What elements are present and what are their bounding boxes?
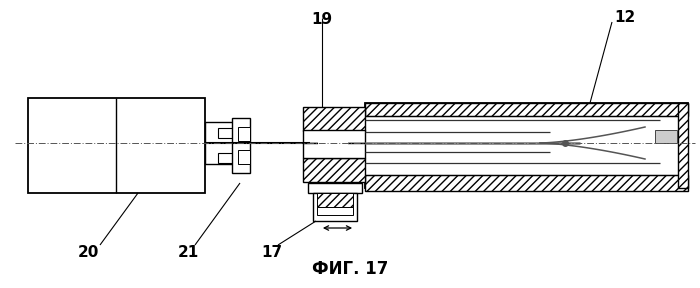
Text: 20: 20 bbox=[77, 245, 99, 260]
Bar bbox=[308, 183, 362, 193]
Bar bbox=[303, 107, 365, 131]
Bar bbox=[218, 128, 236, 138]
Bar bbox=[365, 103, 688, 116]
Text: 12: 12 bbox=[615, 10, 636, 25]
Bar bbox=[218, 153, 236, 163]
Bar bbox=[232, 118, 250, 173]
Bar bbox=[205, 122, 235, 164]
Bar bbox=[238, 127, 250, 141]
Text: 17: 17 bbox=[261, 245, 283, 260]
Bar bbox=[365, 175, 688, 191]
Bar bbox=[238, 150, 250, 164]
Bar bbox=[317, 193, 353, 207]
Text: 19: 19 bbox=[312, 12, 332, 27]
Bar bbox=[303, 130, 365, 143]
Bar bbox=[317, 207, 353, 215]
Bar bbox=[28, 98, 205, 193]
Bar bbox=[678, 103, 688, 188]
Bar bbox=[313, 193, 357, 221]
Bar bbox=[318, 133, 348, 157]
Text: ФИГ. 17: ФИГ. 17 bbox=[312, 260, 388, 278]
Bar bbox=[365, 103, 688, 188]
Bar bbox=[303, 158, 365, 182]
Bar bbox=[303, 143, 365, 158]
Text: 21: 21 bbox=[177, 245, 199, 260]
Bar bbox=[655, 130, 677, 143]
